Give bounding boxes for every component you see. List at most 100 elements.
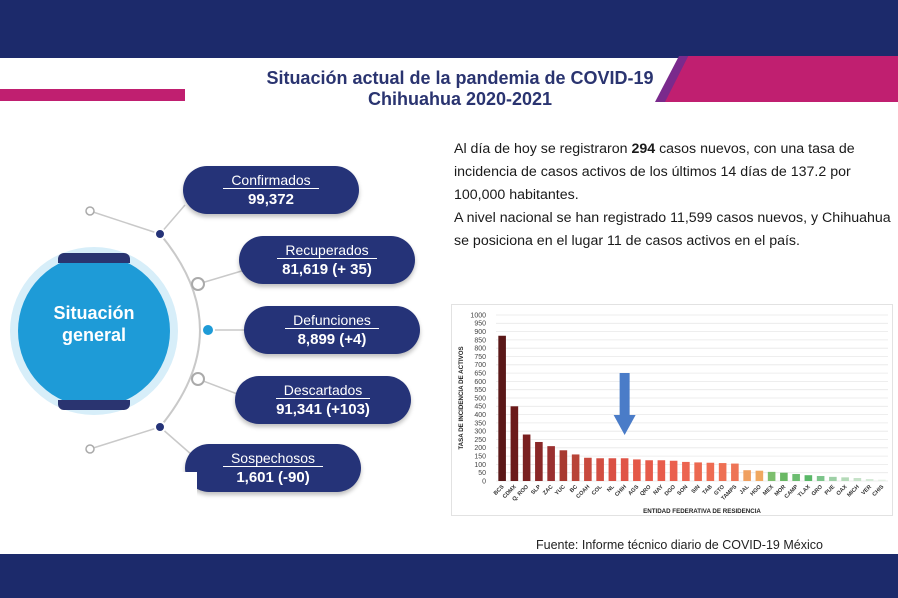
x-tick-label-slp: SLP <box>530 484 542 496</box>
x-tick-label-bc: BC <box>569 484 579 494</box>
bar-chih <box>620 458 629 481</box>
y-tick-label-250: 250 <box>474 437 486 444</box>
y-tick-label-850: 850 <box>474 337 486 344</box>
bar-qro <box>645 460 653 481</box>
summary-paragraph-2: A nivel nacional se han registrado 11,59… <box>454 210 891 249</box>
situation-label: Situación general <box>18 302 170 346</box>
y-tick-label-400: 400 <box>474 412 486 419</box>
x-tick-label-dgo: DGO <box>664 484 678 498</box>
bar-bcs <box>498 335 506 481</box>
y-tick-label-900: 900 <box>474 329 486 336</box>
bar-tamps <box>731 463 739 481</box>
summary-text: Al día de hoy se registraron 294 casos n… <box>454 138 894 253</box>
connector-line-1 <box>89 210 161 235</box>
y-tick-label-0: 0 <box>482 478 486 485</box>
bar-jal <box>743 470 751 481</box>
summary-paragraph-1: Al día de hoy se registraron 294 casos n… <box>454 138 894 207</box>
connector-line-2 <box>197 269 246 285</box>
pill-sospechosos-value: 1,601 (-90) <box>236 469 310 486</box>
node-dot-recuperados <box>191 277 205 291</box>
bar-dgo <box>669 460 678 481</box>
bar-mor <box>780 472 788 481</box>
bar-pue <box>829 476 837 481</box>
right-accent-stripe <box>665 56 898 102</box>
x-tick-label-ags: AGS <box>627 484 640 497</box>
x-tick-label-gro: GRO <box>811 484 825 498</box>
connector-line-1b <box>159 204 186 235</box>
node-dot-confirmados <box>154 228 166 240</box>
y-tick-label-350: 350 <box>474 420 486 427</box>
y-tick-label-950: 950 <box>474 321 486 328</box>
highlight-arrow-icon <box>613 415 636 435</box>
bottom-banner <box>0 554 898 598</box>
pill-sospechosos-label: Sospechosos <box>222 450 324 467</box>
y-tick-label-100: 100 <box>474 462 486 469</box>
bar-bc <box>571 454 580 481</box>
x-tick-label-mich: MICH <box>846 484 860 498</box>
x-tick-label-coah: COAH <box>575 484 591 500</box>
top-banner <box>0 0 898 58</box>
bar-tab <box>706 462 715 481</box>
bar-sin <box>694 462 702 481</box>
y-tick-label-1000: 1000 <box>470 312 486 319</box>
bar-ags <box>633 459 641 481</box>
x-tick-label-camp: CAMP <box>784 484 800 500</box>
pill-descartados: Descartados 91,341 (+103) <box>235 376 411 424</box>
y-tick-label-300: 300 <box>474 429 486 436</box>
title-line-2: Chihuahua 2020-2021 <box>367 89 553 109</box>
bar-coah <box>584 457 592 481</box>
bar-son <box>682 461 690 481</box>
x-tick-label-qro: QRO <box>639 484 653 498</box>
x-tick-label-ver: VER <box>861 484 873 496</box>
blank-overlay <box>14 472 197 542</box>
circle-top-band <box>58 253 130 263</box>
bar-col <box>596 458 604 481</box>
y-axis-title: TASA DE INCIDENCIA DE ACTIVOS <box>458 346 465 449</box>
title-line-1: Situación actual de la pandemia de COVID… <box>266 68 654 88</box>
x-tick-label-chis: CHIS <box>872 484 886 498</box>
pill-recuperados: Recuperados 81,619 (+ 35) <box>239 236 415 284</box>
connector-line-5 <box>89 426 161 450</box>
node-dot-1 <box>85 206 95 216</box>
y-tick-label-600: 600 <box>474 379 486 386</box>
pill-recuperados-label: Recuperados <box>277 242 377 259</box>
circle-bottom-band <box>58 400 130 410</box>
situation-circle <box>18 255 170 407</box>
bar-nay <box>657 460 666 481</box>
x-tick-label-zac: ZAC <box>542 484 554 496</box>
bar-nl <box>608 458 617 481</box>
y-tick-label-550: 550 <box>474 387 486 394</box>
bar-gro <box>816 476 825 481</box>
bar-zac <box>547 446 555 481</box>
y-tick-label-800: 800 <box>474 346 486 353</box>
summary-p1-count: 294 <box>631 141 656 157</box>
pill-defunciones-value: 8,899 (+4) <box>297 331 367 348</box>
bar-ver <box>865 479 874 481</box>
y-tick-label-450: 450 <box>474 404 486 411</box>
x-tick-label-nay: NAY <box>653 484 665 496</box>
pill-defunciones: Defunciones 8,899 (+4) <box>244 306 420 354</box>
x-tick-label-tlax: TLAX <box>797 484 812 499</box>
x-tick-label-hgo: HGO <box>750 484 764 498</box>
summary-p1-end: casos nuevos, con una tasa de incidencia… <box>454 141 855 203</box>
x-tick-label-col: COL <box>591 484 604 497</box>
left-accent-stripe <box>0 89 185 101</box>
connector-line-5b <box>159 426 193 456</box>
bar-qroo <box>522 434 531 481</box>
bar-chis <box>878 479 886 481</box>
pill-confirmados: Confirmados 99,372 <box>183 166 359 214</box>
bar-yuc <box>559 450 568 481</box>
bar-mex <box>767 471 776 481</box>
page-title: Situación actual de la pandemia de COVID… <box>200 68 720 110</box>
x-tick-label-son: SON <box>676 484 689 497</box>
pill-defunciones-label: Defunciones <box>285 312 379 329</box>
situation-label-line-1: Situación <box>53 303 135 323</box>
y-tick-label-50: 50 <box>478 470 486 477</box>
x-tick-label-mex: MEX <box>762 484 775 497</box>
bar-cdmx <box>510 406 519 481</box>
bar-mich <box>853 478 862 481</box>
incidence-chart: 0 50 100 150 200 250 300 350 400 450 500 550 600 650 7… <box>451 304 893 516</box>
x-axis-title: ENTIDAD FEDERATIVA DE RESIDENCIA <box>643 508 761 515</box>
